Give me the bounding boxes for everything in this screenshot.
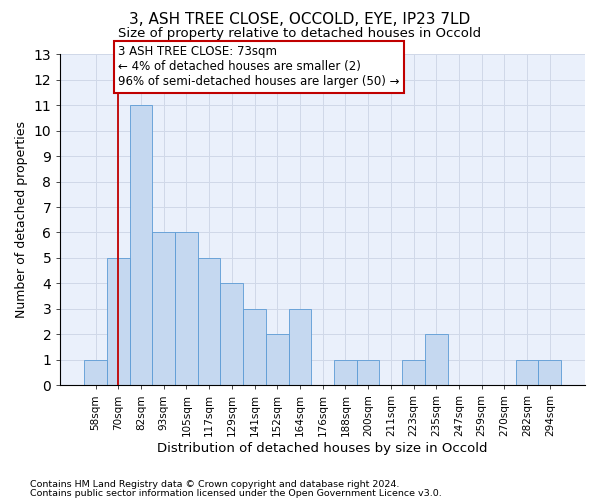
- Text: Contains public sector information licensed under the Open Government Licence v3: Contains public sector information licen…: [30, 489, 442, 498]
- Bar: [107, 258, 130, 386]
- Bar: [220, 284, 243, 386]
- Bar: [425, 334, 448, 386]
- Bar: [243, 309, 266, 386]
- Bar: [402, 360, 425, 386]
- Bar: [516, 360, 538, 386]
- Bar: [175, 232, 198, 386]
- Bar: [266, 334, 289, 386]
- X-axis label: Distribution of detached houses by size in Occold: Distribution of detached houses by size …: [157, 442, 488, 455]
- Text: Contains HM Land Registry data © Crown copyright and database right 2024.: Contains HM Land Registry data © Crown c…: [30, 480, 400, 489]
- Bar: [130, 105, 152, 386]
- Bar: [152, 232, 175, 386]
- Bar: [334, 360, 357, 386]
- Y-axis label: Number of detached properties: Number of detached properties: [15, 121, 28, 318]
- Text: 3 ASH TREE CLOSE: 73sqm
← 4% of detached houses are smaller (2)
96% of semi-deta: 3 ASH TREE CLOSE: 73sqm ← 4% of detached…: [118, 46, 400, 88]
- Bar: [289, 309, 311, 386]
- Bar: [84, 360, 107, 386]
- Bar: [198, 258, 220, 386]
- Text: 3, ASH TREE CLOSE, OCCOLD, EYE, IP23 7LD: 3, ASH TREE CLOSE, OCCOLD, EYE, IP23 7LD: [130, 12, 470, 28]
- Bar: [538, 360, 561, 386]
- Text: Size of property relative to detached houses in Occold: Size of property relative to detached ho…: [118, 28, 482, 40]
- Bar: [357, 360, 379, 386]
